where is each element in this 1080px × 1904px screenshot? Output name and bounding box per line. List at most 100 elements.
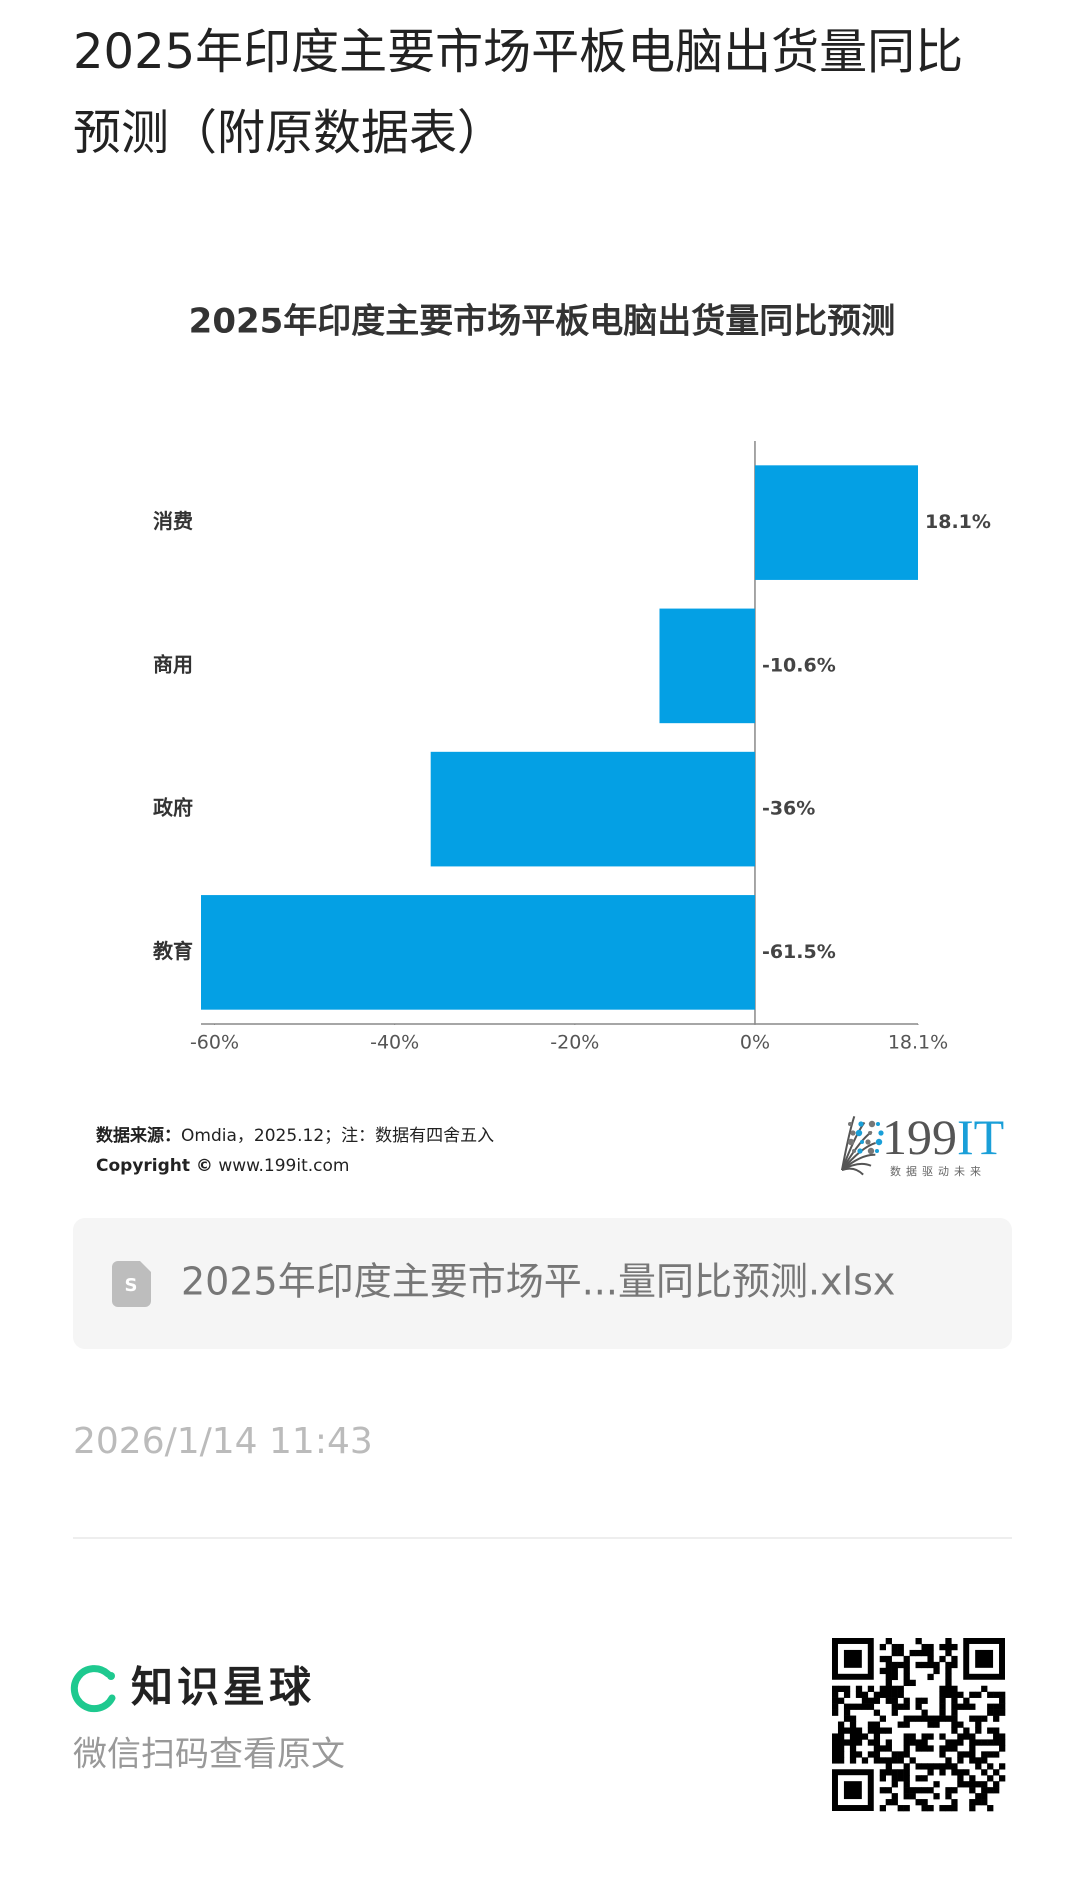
qr-module <box>981 1799 988 1806</box>
qr-module <box>969 1733 976 1740</box>
qr-module <box>891 1799 898 1806</box>
qr-module <box>981 1769 988 1776</box>
qr-module <box>843 1703 851 1710</box>
qr-module <box>849 1703 857 1710</box>
qr-module <box>945 1691 952 1698</box>
qr-module <box>855 1739 863 1746</box>
file-icon-glyph: S <box>125 1275 138 1296</box>
qr-module <box>897 1703 904 1710</box>
qr-module <box>981 1739 988 1746</box>
brand: 知识星球 <box>131 1663 315 1712</box>
qr-module <box>915 1775 922 1782</box>
qr-module <box>879 1805 886 1812</box>
qr-module <box>903 1805 910 1812</box>
qr-module <box>891 1757 898 1764</box>
qr-module <box>975 1739 982 1746</box>
brand-icon <box>70 1665 116 1713</box>
qr-module <box>855 1733 863 1740</box>
qr-module <box>951 1763 958 1770</box>
logo-icon <box>841 1115 884 1176</box>
qr-module <box>921 1643 928 1651</box>
qr-module <box>945 1649 952 1657</box>
qr-module <box>915 1799 922 1806</box>
qr-module <box>969 1691 976 1698</box>
hint: 微信扫码查看原文 <box>73 1735 345 1775</box>
qr-module <box>927 1673 934 1681</box>
qr-module <box>885 1667 892 1675</box>
qr-module <box>927 1721 934 1728</box>
qr-module <box>951 1709 958 1716</box>
chart-title: 2025年印度主要市场平板电脑出货量同比预测 <box>189 302 896 342</box>
qr-finder <box>832 1769 874 1811</box>
qr-code[interactable] <box>832 1638 1006 1812</box>
qr-module <box>993 1769 1000 1776</box>
qr-module <box>939 1733 946 1740</box>
qr-module <box>903 1715 910 1722</box>
logo-dot <box>868 1120 876 1128</box>
qr-module <box>903 1721 910 1728</box>
chart: -60% -40% -20% 0% 18.1% 消费 18.1% 商用 -10.6% 政府 -36%… <box>153 441 991 1054</box>
qr-module <box>975 1727 982 1734</box>
qr-module <box>909 1733 916 1740</box>
qr-module <box>915 1649 922 1657</box>
qr-module <box>903 1655 910 1663</box>
qr-module <box>975 1763 982 1770</box>
qr-module <box>969 1775 976 1782</box>
qr-module <box>885 1739 892 1746</box>
qr-module <box>861 1733 869 1740</box>
qr-module <box>945 1757 952 1764</box>
qr-module <box>987 1787 994 1794</box>
qr-module <box>981 1787 988 1794</box>
logo-dot <box>875 1138 883 1146</box>
qr-module <box>963 1697 970 1704</box>
logo-dot <box>876 1122 880 1126</box>
qr-module <box>951 1697 958 1704</box>
qr-module <box>981 1781 988 1788</box>
qr-module <box>957 1769 964 1776</box>
qr-module <box>993 1739 1000 1746</box>
qr-module <box>993 1715 1000 1722</box>
qr-module <box>897 1757 904 1764</box>
qr-module <box>891 1691 898 1698</box>
qr-module <box>933 1721 940 1728</box>
qr-module <box>891 1661 898 1669</box>
qr-module <box>957 1721 964 1728</box>
qr-module <box>999 1775 1006 1782</box>
qr-module <box>951 1703 958 1710</box>
qr-module <box>897 1691 904 1698</box>
qr-module <box>915 1697 922 1704</box>
x-tick-label: 18.1% <box>888 1032 948 1054</box>
qr-module <box>981 1757 988 1764</box>
file-icon <box>112 1261 151 1307</box>
qr-module <box>999 1745 1006 1752</box>
qr-module <box>951 1805 958 1812</box>
qr-module <box>909 1739 916 1746</box>
qr-module <box>921 1763 928 1770</box>
brand-icon-dot <box>107 1672 115 1680</box>
qr-module <box>921 1697 928 1704</box>
qr-module <box>903 1763 910 1770</box>
qr-module <box>921 1787 928 1794</box>
file-name[interactable]: 2025年印度主要市场平...量同比预测.xlsx <box>181 1260 895 1304</box>
qr-module <box>963 1703 970 1710</box>
qr-module <box>945 1661 952 1669</box>
qr-module <box>867 1727 875 1734</box>
logo-dot <box>878 1130 884 1136</box>
copyright-text: www.199it.com <box>213 1156 350 1176</box>
qr-module <box>999 1739 1006 1746</box>
qr-module <box>903 1697 910 1704</box>
qr-module <box>849 1739 857 1746</box>
qr-module <box>879 1655 886 1663</box>
qr-module <box>963 1751 970 1758</box>
qr-module <box>987 1751 994 1758</box>
qr-module <box>939 1745 946 1752</box>
qr-module <box>945 1787 952 1794</box>
x-tick-label: 0% <box>740 1032 770 1054</box>
file-card[interactable] <box>73 1218 1012 1349</box>
qr-module <box>969 1787 976 1794</box>
qr-module <box>915 1745 922 1752</box>
qr-module <box>915 1787 922 1794</box>
qr-module <box>879 1691 886 1698</box>
qr-module <box>963 1733 970 1740</box>
